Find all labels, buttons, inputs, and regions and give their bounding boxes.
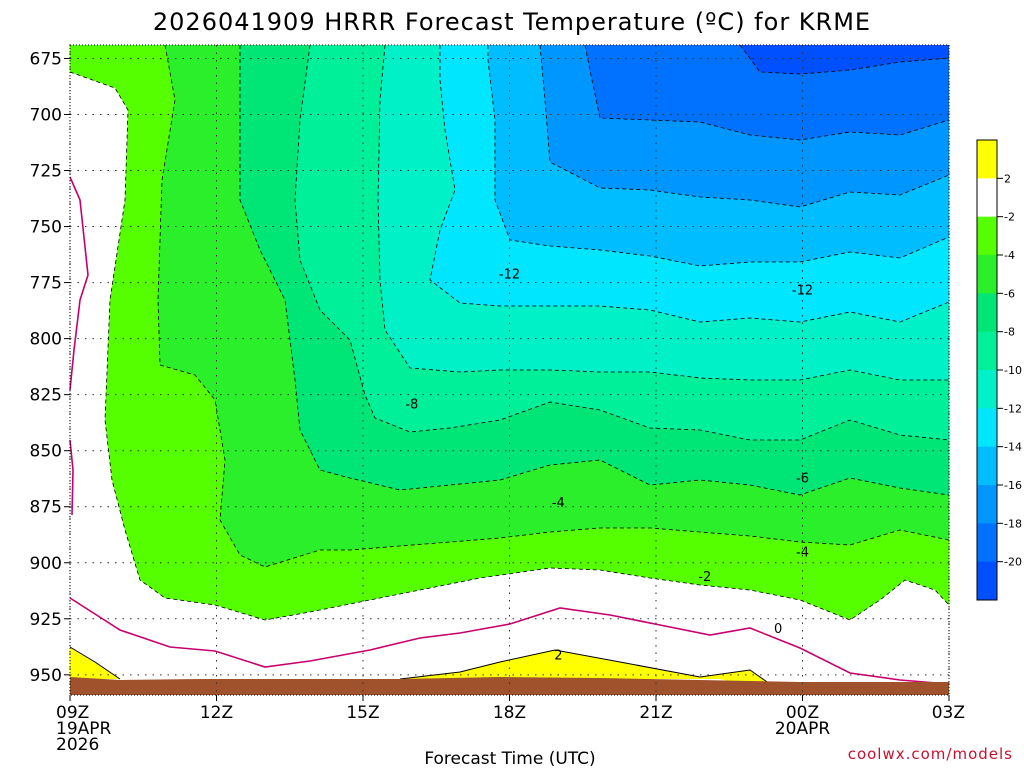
y-tick-label: 725 bbox=[30, 162, 62, 182]
x-tick-label: 20APR bbox=[775, 719, 831, 739]
x-tick-label: 12Z bbox=[200, 703, 233, 723]
y-tick-label: 700 bbox=[30, 105, 62, 125]
y-tick-label: 800 bbox=[30, 330, 62, 350]
contour-label: 2 bbox=[554, 649, 562, 664]
colorbar-swatch bbox=[977, 331, 997, 371]
contour-label: -12 bbox=[792, 283, 813, 298]
colorbar-label: -10 bbox=[1004, 364, 1022, 377]
colorbar-swatch bbox=[977, 523, 997, 563]
colorbar-swatch bbox=[977, 408, 997, 448]
contour-minus18 bbox=[584, 44, 950, 141]
contour-minus4 bbox=[157, 44, 950, 568]
contour-label: -6 bbox=[796, 472, 809, 487]
colorbar-swatch bbox=[977, 561, 997, 601]
x-tick-label: 15Z bbox=[346, 703, 379, 723]
y-tick-label: 675 bbox=[30, 49, 62, 69]
contour-minus16 bbox=[539, 44, 950, 208]
freezing-line-lower bbox=[69, 439, 74, 516]
contour-label: -12 bbox=[499, 268, 520, 283]
x-tick-label: 18Z bbox=[493, 703, 526, 723]
contour-minus20 bbox=[739, 44, 950, 75]
colorbar-swatch bbox=[977, 293, 997, 333]
contour-minus8 bbox=[294, 44, 950, 441]
contour-label: -2 bbox=[698, 570, 711, 585]
ground bbox=[70, 677, 949, 695]
plot-area: -12 -12 -8 -6 -4 -4 -2 0 2 bbox=[69, 44, 950, 696]
y-axis: 675 700 725 750 775 800 825 850 875 900 925 950 bbox=[30, 49, 70, 686]
y-tick-label: 850 bbox=[30, 442, 62, 462]
x-axis-title: Forecast Time (UTC) bbox=[424, 749, 595, 768]
contour-label: -4 bbox=[552, 496, 565, 511]
x-tick-label: 21Z bbox=[639, 703, 672, 723]
band-minus20 bbox=[740, 45, 949, 74]
contour-label: -8 bbox=[405, 398, 418, 413]
band-minus18 bbox=[585, 45, 949, 140]
band-warm-mid bbox=[400, 650, 770, 684]
contour-minus12 bbox=[429, 45, 950, 323]
credit-label: coolwx.com/models bbox=[848, 745, 1013, 763]
y-tick-label: 875 bbox=[30, 498, 62, 518]
contour-minus2 bbox=[69, 71, 950, 621]
colorbar-swatch bbox=[977, 178, 997, 218]
colorbar-label: -16 bbox=[1004, 479, 1022, 492]
colorbar-label: -2 bbox=[1004, 211, 1015, 224]
contour-minus10 bbox=[377, 44, 949, 381]
contour-minus14 bbox=[487, 45, 950, 267]
y-tick-label: 750 bbox=[30, 218, 62, 238]
colorbar-label: -4 bbox=[1004, 249, 1015, 262]
colorbar-label: -18 bbox=[1004, 517, 1022, 530]
colorbar-label: 2 bbox=[1004, 172, 1011, 185]
contour-label: -4 bbox=[796, 546, 809, 561]
colorbar-swatch bbox=[977, 140, 997, 179]
colorbar-swatch bbox=[977, 485, 997, 524]
chart-title: 2026041909 HRRR Forecast Temperature (ºC… bbox=[153, 8, 871, 36]
colorbar-swatch bbox=[977, 446, 997, 486]
colorbar-frame bbox=[976, 139, 998, 601]
y-tick-label: 950 bbox=[30, 666, 62, 686]
colorbar-swatch bbox=[977, 216, 997, 256]
y-tick-label: 925 bbox=[30, 610, 62, 630]
contour-lines bbox=[69, 44, 950, 621]
contour-label: 0 bbox=[774, 622, 782, 637]
colorbar-label: -14 bbox=[1004, 441, 1022, 454]
colorbar-label: -20 bbox=[1004, 556, 1022, 569]
colorbar: 2 -2 -4 -6 -8 -10 -12 -14 -16 -18 -20 bbox=[976, 139, 1022, 601]
freezing-line-upper bbox=[69, 176, 89, 391]
colorbar-swatch bbox=[977, 370, 997, 409]
y-tick-label: 775 bbox=[30, 274, 62, 294]
x-tick-label: 00Z bbox=[786, 703, 819, 723]
contour-plus2 bbox=[69, 646, 771, 685]
colorbar-label: -8 bbox=[1004, 326, 1015, 339]
contour-minus6 bbox=[239, 45, 950, 496]
x-tick-label: 03Z bbox=[932, 703, 965, 723]
x-tick-label: 09Z bbox=[56, 703, 89, 723]
x-tick-label: 2026 bbox=[56, 735, 99, 755]
contour-labels: -12 -12 -8 -6 -4 -4 -2 0 2 bbox=[405, 268, 813, 664]
y-tick-label: 900 bbox=[30, 554, 62, 574]
colorbar-label: -12 bbox=[1004, 402, 1022, 415]
colorbar-swatch bbox=[977, 255, 997, 294]
x-tick-label: 19APR bbox=[56, 719, 112, 739]
y-tick-label: 825 bbox=[30, 386, 62, 406]
colorbar-label: -6 bbox=[1004, 287, 1015, 300]
